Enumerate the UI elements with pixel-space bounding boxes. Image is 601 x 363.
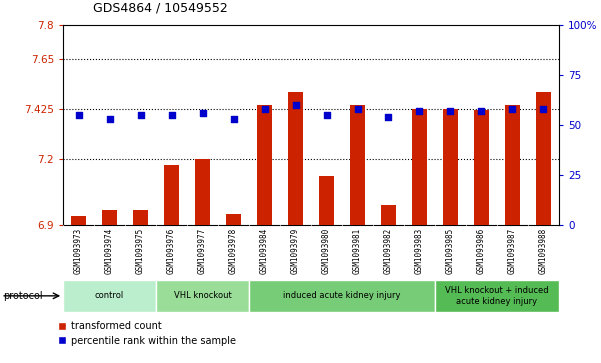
Point: [229, 116, 239, 122]
Bar: [535, 92, 551, 225]
Point: [291, 102, 300, 108]
Text: GDS4864 / 10549552: GDS4864 / 10549552: [93, 1, 228, 15]
Bar: [133, 209, 148, 225]
Bar: [443, 109, 458, 225]
Text: GSM1093979: GSM1093979: [291, 228, 300, 274]
Point: [74, 113, 84, 118]
Bar: [226, 214, 241, 225]
Bar: [381, 205, 396, 225]
Text: GSM1093984: GSM1093984: [260, 228, 269, 274]
Bar: [288, 92, 304, 225]
Bar: [63, 280, 156, 312]
Point: [105, 116, 114, 122]
Text: GSM1093987: GSM1093987: [508, 228, 517, 274]
Bar: [350, 105, 365, 225]
Point: [446, 108, 456, 114]
Text: GSM1093974: GSM1093974: [105, 228, 114, 274]
Text: GSM1093980: GSM1093980: [322, 228, 331, 274]
Text: GSM1093983: GSM1093983: [415, 228, 424, 274]
Bar: [257, 105, 272, 225]
Bar: [319, 176, 334, 225]
Bar: [102, 209, 117, 225]
Text: control: control: [95, 291, 124, 300]
Bar: [412, 109, 427, 225]
Text: GSM1093973: GSM1093973: [74, 228, 83, 274]
Bar: [156, 280, 249, 312]
Text: GSM1093976: GSM1093976: [167, 228, 176, 274]
Bar: [164, 165, 179, 225]
Text: GSM1093978: GSM1093978: [229, 228, 238, 274]
Point: [166, 113, 176, 118]
Text: GSM1093986: GSM1093986: [477, 228, 486, 274]
Point: [538, 106, 548, 112]
Text: induced acute kidney injury: induced acute kidney injury: [283, 291, 401, 300]
Bar: [71, 216, 87, 225]
Text: GSM1093982: GSM1093982: [384, 228, 393, 274]
Point: [322, 113, 331, 118]
Text: protocol: protocol: [3, 291, 43, 301]
Text: GSM1093977: GSM1093977: [198, 228, 207, 274]
Text: VHL knockout + induced
acute kidney injury: VHL knockout + induced acute kidney inju…: [445, 286, 549, 306]
Point: [477, 108, 486, 114]
Bar: [474, 110, 489, 225]
Bar: [505, 105, 520, 225]
Text: GSM1093975: GSM1093975: [136, 228, 145, 274]
Text: VHL knockout: VHL knockout: [174, 291, 231, 300]
Bar: [435, 280, 559, 312]
Point: [508, 106, 517, 112]
Point: [260, 106, 269, 112]
Point: [415, 108, 424, 114]
Bar: [195, 159, 210, 225]
Point: [383, 114, 393, 120]
Text: GSM1093985: GSM1093985: [446, 228, 455, 274]
Point: [353, 106, 362, 112]
Bar: [249, 280, 435, 312]
Point: [136, 113, 145, 118]
Point: [198, 110, 207, 116]
Text: GSM1093981: GSM1093981: [353, 228, 362, 274]
Legend: transformed count, percentile rank within the sample: transformed count, percentile rank withi…: [53, 317, 240, 350]
Text: GSM1093988: GSM1093988: [539, 228, 548, 274]
